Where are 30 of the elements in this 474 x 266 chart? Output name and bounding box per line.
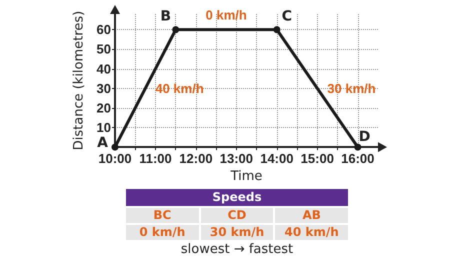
annotation: B [160, 8, 172, 25]
text: 30 km/h [200, 225, 274, 240]
text: CD [200, 208, 274, 223]
y-axis-title: Distance (kilometres) [72, 10, 87, 150]
text: AB [275, 208, 348, 223]
y-tick-label: 50 [96, 42, 111, 57]
annotation: D [358, 129, 370, 146]
annotation: 40 km/h [155, 80, 204, 96]
x-tick-label: 16:00 [341, 151, 374, 166]
x-tick-label: 15:00 [300, 151, 334, 166]
x-tick-label: 11:00 [139, 151, 172, 166]
y-tick-label: 20 [96, 100, 111, 116]
text: Speeds [126, 189, 348, 206]
x-tick-label: 13:00 [220, 151, 254, 166]
text: 0 km/h [126, 225, 199, 240]
annotation: 30 km/h [327, 80, 376, 96]
y-tick-label: 30 [96, 80, 111, 96]
x-axis-title: Time [230, 169, 262, 184]
annotation: 0 km/h [206, 8, 247, 23]
y-tick-label: 40 [96, 61, 111, 76]
text: 40 km/h [275, 225, 348, 240]
text: slowest → fastest [180, 242, 294, 257]
annotation: C [282, 8, 292, 25]
x-tick-label: 12:00 [179, 151, 213, 166]
x-tick-label: 10:00 [98, 151, 132, 166]
y-tick-label: 60 [96, 22, 111, 38]
y-tick-label: 10 [96, 120, 111, 136]
x-tick-label: 14:00 [260, 151, 294, 166]
text: BC [126, 208, 199, 223]
annotation: A [97, 135, 108, 152]
